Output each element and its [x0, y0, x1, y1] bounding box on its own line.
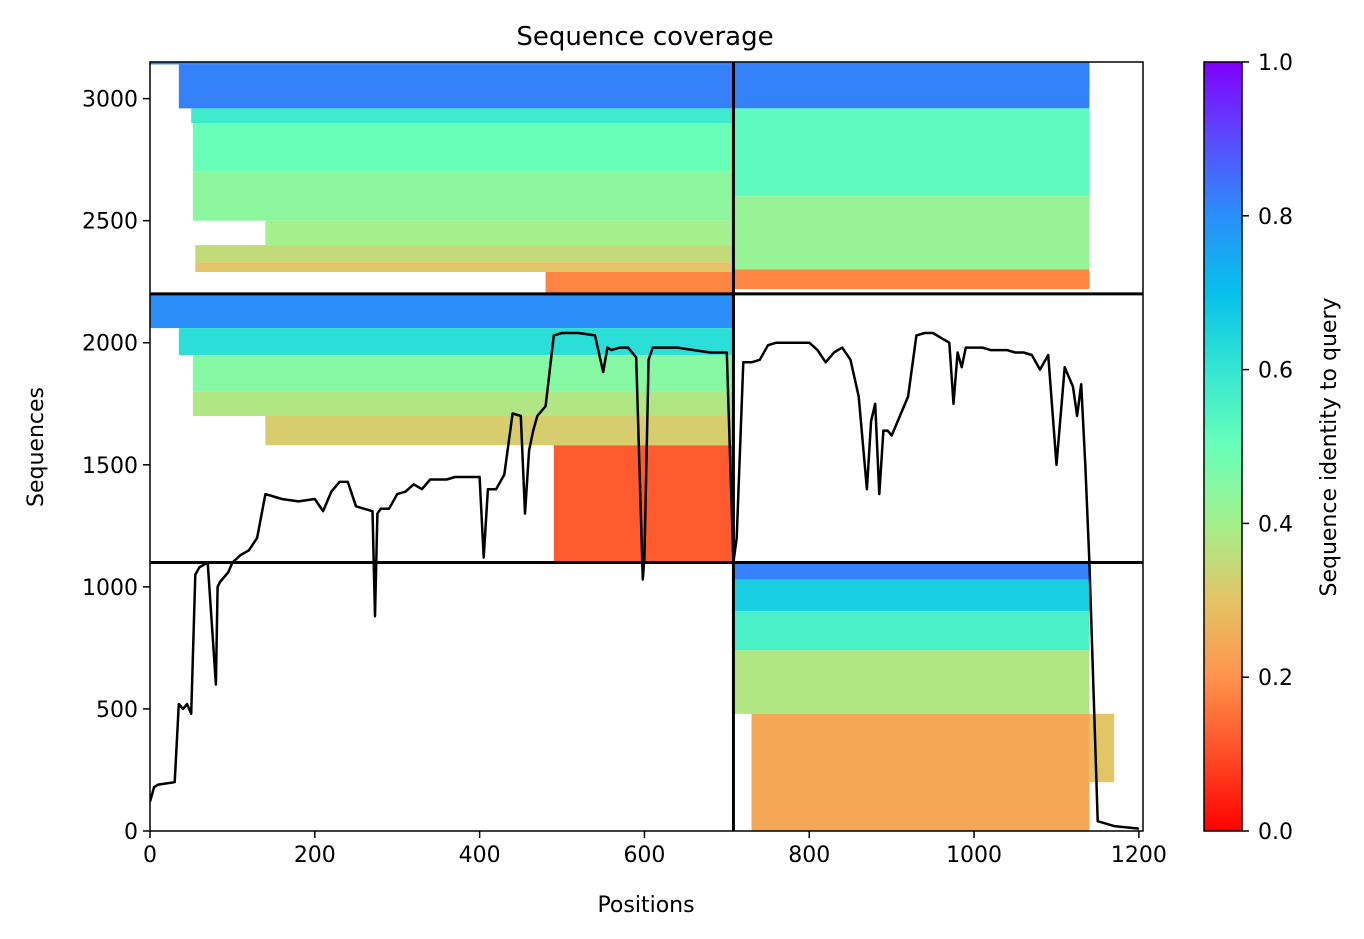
colorbar-gradient — [1203, 61, 1243, 832]
identity-band — [178, 328, 734, 355]
colorbar-label: Sequence identity to query — [1317, 297, 1342, 596]
chart-title: Sequence coverage — [516, 22, 773, 52]
y-tick-label: 500 — [96, 698, 138, 723]
x-tick-label: 1000 — [946, 843, 1002, 868]
y-axis: 0 500 1000 1500 2000 2500 3000 — [82, 88, 150, 845]
x-tick-label: 800 — [788, 843, 830, 868]
x-tick-label: 1200 — [1111, 843, 1167, 868]
y-tick-label: 3000 — [82, 88, 138, 113]
x-tick-label: 600 — [623, 843, 665, 868]
colorbar-tick-label: 0.0 — [1258, 820, 1293, 845]
identity-band — [192, 354, 734, 392]
identity-band — [195, 262, 734, 272]
identity-band — [733, 562, 1090, 580]
identity-band — [150, 62, 734, 65]
y-tick-label: 1000 — [82, 576, 138, 601]
identity-band — [192, 171, 734, 221]
x-tick-label: 0 — [143, 843, 157, 868]
colorbar-tick-label: 0.8 — [1258, 205, 1293, 230]
identity-band — [1089, 713, 1115, 783]
identity-band — [733, 196, 1090, 270]
identity-band — [751, 713, 1090, 831]
identity-band — [192, 123, 734, 172]
identity-band — [192, 391, 734, 416]
y-tick-label: 1500 — [82, 454, 138, 479]
plot-area — [150, 62, 1143, 831]
identity-band — [733, 650, 1090, 714]
coverage-heatmap — [150, 62, 1115, 831]
block-dividers — [150, 62, 1143, 831]
identity-band — [195, 245, 734, 263]
identity-band — [150, 293, 734, 329]
colorbar-tick-label: 0.6 — [1258, 359, 1293, 384]
coverage-line — [150, 331, 1140, 830]
x-axis-label: Positions — [597, 893, 694, 918]
y-tick-label: 0 — [124, 820, 138, 845]
plot-frame — [149, 61, 1144, 832]
identity-band — [178, 64, 734, 109]
identity-band — [733, 62, 1090, 109]
y-tick-label: 2500 — [82, 210, 138, 235]
identity-band — [545, 271, 734, 294]
x-axis: 0 200 400 600 800 1000 1200 — [143, 831, 1167, 868]
x-tick-label: 200 — [294, 843, 336, 868]
colorbar-ticks: 0.0 0.2 0.4 0.6 0.8 1.0 — [1242, 51, 1293, 845]
identity-band — [733, 611, 1090, 651]
colorbar: 0.0 0.2 0.4 0.6 0.8 1.0 Sequence identity to … — [1203, 51, 1342, 845]
identity-band — [733, 579, 1090, 612]
identity-band — [191, 108, 734, 124]
colorbar-tick-label: 0.2 — [1258, 666, 1293, 691]
colorbar-tick-label: 1.0 — [1258, 51, 1293, 76]
identity-band — [733, 108, 1090, 197]
x-tick-label: 400 — [459, 843, 501, 868]
y-tick-label: 2000 — [82, 332, 138, 357]
identity-band — [265, 415, 734, 446]
colorbar-tick-label: 0.4 — [1258, 512, 1293, 537]
y-axis-label: Sequences — [24, 387, 49, 507]
identity-band — [733, 269, 1090, 290]
identity-band — [265, 220, 734, 246]
